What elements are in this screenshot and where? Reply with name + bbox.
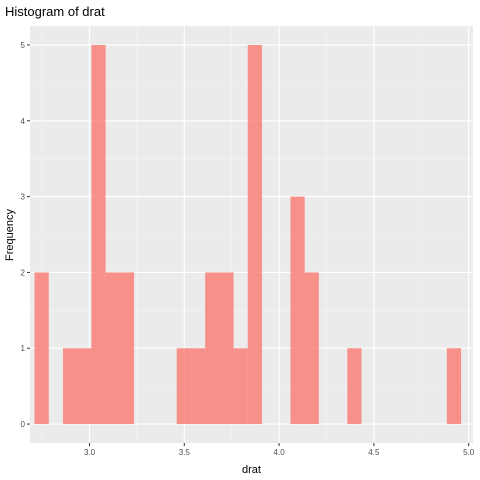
y-tick-label: 4 [21, 117, 26, 126]
x-tick-label: 4.0 [274, 448, 286, 457]
histogram-bar [119, 272, 135, 425]
chart-title: Histogram of drat [5, 4, 105, 19]
y-axis-ticks: 0 1 2 3 4 5 [21, 41, 30, 429]
histogram-bar [34, 272, 49, 425]
histogram-bars [34, 44, 462, 425]
histogram-bar [62, 348, 78, 425]
y-tick-label: 0 [21, 420, 26, 429]
histogram-bar [77, 348, 92, 425]
histogram-bar [205, 272, 220, 425]
histogram-bar [304, 272, 319, 425]
histogram-bar [176, 348, 191, 425]
x-tick-label: 4.5 [368, 448, 380, 457]
x-axis-ticks: 3.0 3.5 4.0 4.5 5.0 [84, 443, 475, 457]
y-tick-label: 3 [21, 193, 26, 202]
histogram-bar [233, 348, 248, 425]
y-tick-label: 2 [21, 268, 26, 277]
histogram-bar [247, 44, 263, 425]
y-axis-title: Frequency [4, 209, 16, 261]
histogram-bar [105, 272, 120, 425]
histogram-bar [347, 348, 362, 425]
x-tick-label: 3.0 [84, 448, 96, 457]
x-tick-label: 5.0 [463, 448, 475, 457]
x-tick-label: 3.5 [179, 448, 191, 457]
histogram-bar [290, 196, 305, 425]
histogram-bar [446, 348, 462, 425]
histogram-bar [190, 348, 206, 425]
x-axis-title: drat [242, 464, 261, 476]
histogram-bar [219, 272, 234, 425]
histogram-bar [91, 44, 106, 425]
y-tick-label: 5 [21, 41, 26, 50]
y-tick-label: 1 [21, 344, 26, 353]
